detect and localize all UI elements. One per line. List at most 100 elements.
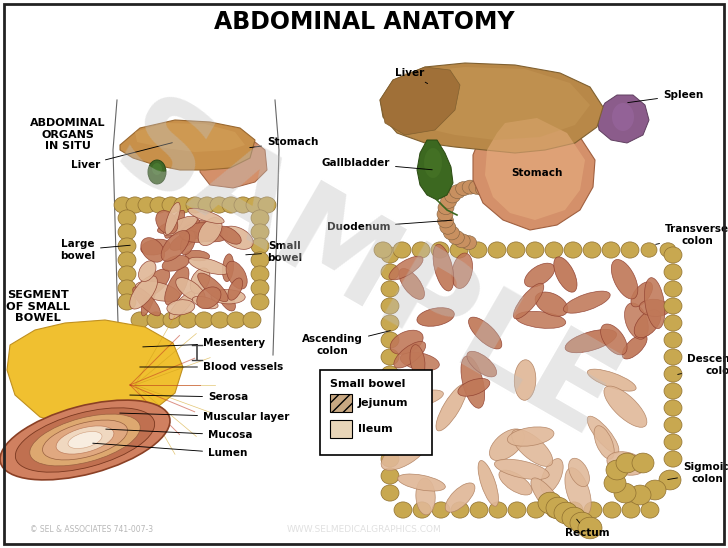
Ellipse shape [604,386,647,427]
Text: Muscular layer: Muscular layer [120,412,289,422]
Ellipse shape [161,231,189,261]
Ellipse shape [243,312,261,328]
Ellipse shape [381,366,399,382]
Ellipse shape [389,256,423,280]
Ellipse shape [660,243,676,257]
Text: Small
bowel: Small bowel [246,241,302,263]
Ellipse shape [390,330,423,354]
Ellipse shape [488,242,506,258]
Ellipse shape [512,430,553,466]
Ellipse shape [198,273,228,301]
Ellipse shape [424,148,442,178]
Ellipse shape [226,261,248,289]
Ellipse shape [156,210,178,234]
Ellipse shape [541,459,563,494]
Ellipse shape [664,366,682,382]
Polygon shape [7,320,183,427]
Ellipse shape [478,460,499,506]
Ellipse shape [461,236,477,250]
Text: Sigmoid
colon: Sigmoid colon [668,462,728,484]
Text: Stomach: Stomach [511,168,563,178]
Ellipse shape [394,341,426,368]
Ellipse shape [381,247,399,263]
Ellipse shape [118,294,136,310]
Ellipse shape [664,383,682,399]
Ellipse shape [664,332,682,348]
Ellipse shape [507,242,525,258]
Ellipse shape [469,180,485,195]
Text: Large
bowel: Large bowel [60,239,130,261]
Ellipse shape [165,210,185,238]
Ellipse shape [601,324,627,355]
Ellipse shape [621,242,639,258]
Ellipse shape [563,291,610,313]
Ellipse shape [417,307,454,326]
Ellipse shape [639,299,670,317]
Ellipse shape [218,226,241,244]
Ellipse shape [197,287,221,309]
Ellipse shape [163,312,181,328]
Text: WWW.SELMEDICALGRAPHICS.COM: WWW.SELMEDICALGRAPHICS.COM [287,526,441,534]
Ellipse shape [445,189,461,203]
Text: Transverse
colon: Transverse colon [656,224,728,246]
Text: Spleen: Spleen [628,90,703,102]
Ellipse shape [381,434,399,450]
Ellipse shape [381,298,399,314]
Ellipse shape [222,197,240,213]
Ellipse shape [538,492,562,514]
Ellipse shape [30,414,141,466]
Ellipse shape [251,266,269,282]
Ellipse shape [565,468,591,516]
Ellipse shape [198,218,222,246]
Ellipse shape [583,242,601,258]
Ellipse shape [450,242,468,258]
Ellipse shape [170,231,197,250]
Ellipse shape [198,197,216,213]
Ellipse shape [258,197,276,213]
Ellipse shape [516,311,566,328]
Ellipse shape [578,517,602,539]
Text: Ascending
colon: Ascending colon [302,330,390,356]
Ellipse shape [486,190,502,204]
Ellipse shape [546,497,570,519]
Ellipse shape [180,222,220,242]
Ellipse shape [526,242,544,258]
Polygon shape [393,67,590,140]
Text: ABDOMINAL
ORGANS
IN SITU: ABDOMINAL ORGANS IN SITU [31,118,106,151]
Ellipse shape [410,345,425,377]
Ellipse shape [659,470,681,490]
Ellipse shape [234,197,252,213]
Ellipse shape [489,429,524,461]
Text: Blood vessels: Blood vessels [140,362,283,372]
Ellipse shape [490,195,506,209]
Ellipse shape [456,181,472,196]
Bar [320,370,432,455]
Ellipse shape [141,239,170,255]
Ellipse shape [148,160,166,184]
Ellipse shape [381,349,399,365]
Polygon shape [200,135,267,188]
Ellipse shape [167,300,195,315]
Ellipse shape [210,197,228,213]
Ellipse shape [381,264,399,280]
Ellipse shape [594,426,614,459]
Ellipse shape [394,502,412,518]
Ellipse shape [162,197,180,213]
Ellipse shape [15,408,154,472]
Ellipse shape [251,252,269,268]
Ellipse shape [218,289,235,311]
Ellipse shape [416,478,435,515]
Ellipse shape [42,420,127,460]
Ellipse shape [141,269,170,296]
Ellipse shape [437,207,453,221]
Ellipse shape [664,349,682,365]
Ellipse shape [163,216,197,236]
Ellipse shape [565,502,583,518]
Text: Liver: Liver [71,142,173,170]
Ellipse shape [524,263,555,287]
Ellipse shape [554,502,578,524]
Ellipse shape [190,268,210,294]
Text: Lumen: Lumen [92,443,248,458]
Ellipse shape [165,202,181,235]
Ellipse shape [118,252,136,268]
